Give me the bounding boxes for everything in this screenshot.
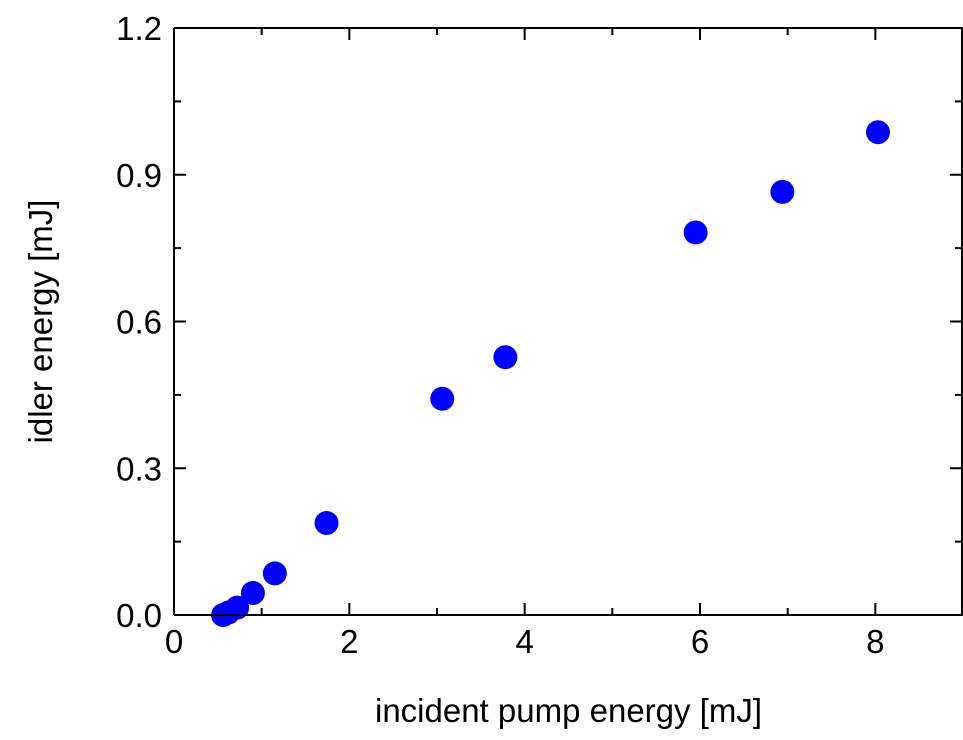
data-point [314, 511, 339, 536]
x-tick-label: 6 [691, 623, 709, 660]
tick-labels: 0 2 4 6 8 0.0 0.3 0.6 0.9 1.2 [116, 10, 884, 660]
x-axis-title: incident pump energy [mJ] [375, 692, 762, 729]
data-point [493, 345, 518, 370]
data-point [770, 179, 795, 204]
axes [173, 27, 963, 616]
data-point [262, 561, 287, 586]
x-tick-label: 0 [165, 623, 183, 660]
data-point [430, 386, 455, 411]
x-tick-label: 4 [515, 623, 533, 660]
data-point [865, 120, 890, 145]
data-point [683, 220, 708, 245]
y-tick-label: 0.9 [116, 157, 162, 194]
data-point [225, 595, 250, 620]
y-tick-label: 0.6 [116, 304, 162, 341]
y-tick-label: 1.2 [116, 10, 162, 47]
x-tick-label: 2 [340, 623, 358, 660]
y-axis-title: idler energy [mJ] [22, 200, 59, 444]
data-point [240, 580, 265, 605]
data-points [211, 120, 890, 627]
ticks [173, 27, 963, 616]
x-tick-label: 8 [866, 623, 884, 660]
y-tick-label: 0.0 [116, 597, 162, 634]
y-tick-label: 0.3 [116, 450, 162, 487]
